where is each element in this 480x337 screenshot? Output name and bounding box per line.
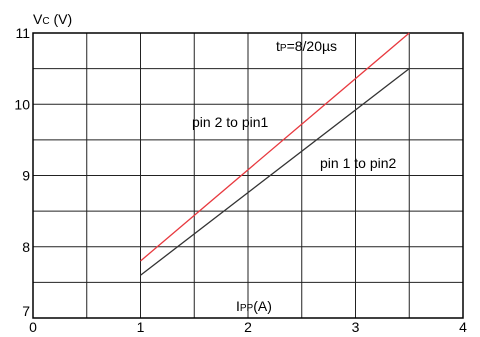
series-lines [140,32,410,276]
y-tick-label: 7 [22,303,30,319]
x-tick-label: 2 [244,319,252,335]
x-axis-label: IPP(A) [236,298,272,314]
y-tick-label: 8 [22,239,30,255]
x-tick-label: 3 [352,319,360,335]
series-line-1 [140,68,410,276]
y-axis-label: VC (V) [33,11,72,27]
y-tick-label: 11 [15,25,30,41]
y-tick-label: 10 [14,96,30,112]
y-tick-label: 9 [22,168,30,184]
x-tick-label: 1 [137,319,145,335]
x-tick-label: 4 [459,319,467,335]
grid [32,32,464,319]
pulse-annotation: tP=8/20µs [276,38,337,54]
x-tick-label: 0 [29,319,37,335]
axes [32,32,464,319]
tick-labels: 0 1 2 3 4 7 8 9 10 11 [14,25,467,335]
plot-frame [32,32,464,319]
series-label-pin2-to-pin1: pin 2 to pin1 [192,114,268,130]
series-line-0 [140,32,410,262]
series-label-pin1-to-pin2: pin 1 to pin2 [320,155,396,171]
